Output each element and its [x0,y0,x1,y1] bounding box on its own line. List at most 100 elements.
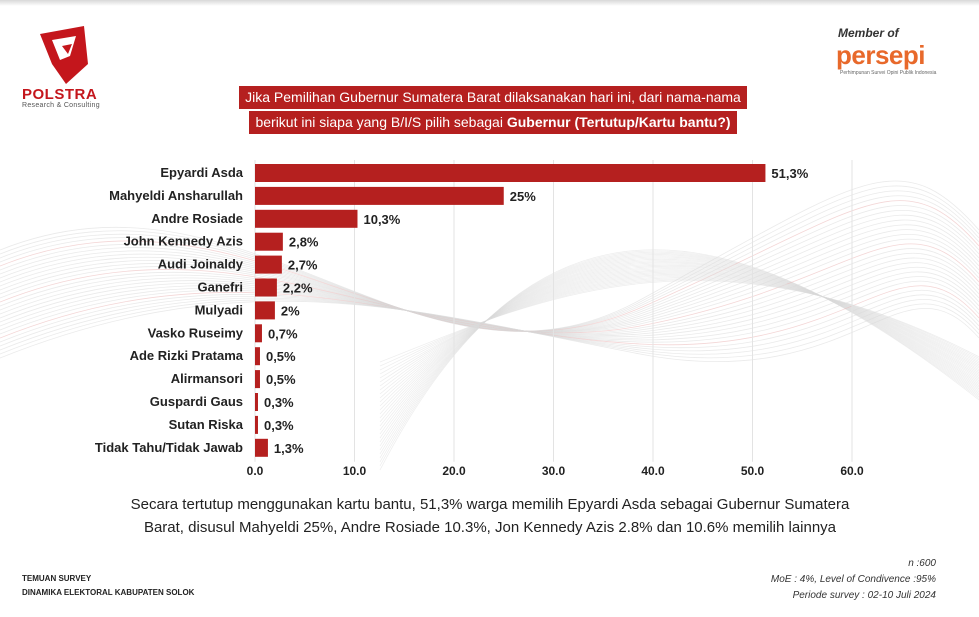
x-tick-label: 60.0 [840,464,864,478]
value-label: 0,3% [264,395,294,410]
category-label: Vasko Ruseimy [148,325,244,340]
background-wave-line [0,248,979,334]
category-label: Mahyeldi Ansharullah [109,188,243,203]
bar [255,278,277,297]
x-tick-label: 50.0 [741,464,765,478]
value-labels: 51,3% 25% 10,3% 2,8% 2,7% 2,2% 2% 0,7% 0,5% 0,5% 0… [264,166,809,456]
background-wave-line [0,205,979,332]
category-label: John Kennedy Azis [124,234,243,249]
value-label: 2,7% [288,258,318,273]
background-wave-line [0,209,979,332]
bar [255,438,268,457]
value-label: 2,2% [283,281,313,296]
background-waves [0,180,979,471]
background-wave-line [0,297,979,355]
background-wave-line [379,279,979,367]
value-label: 0,5% [266,349,296,364]
background-wave-line [0,257,979,336]
title-line-2-suffix: (Tertutup/Kartu bantu?) [570,114,731,130]
background-wave-line [0,238,979,333]
sample-size: n :600 [908,558,936,569]
background-wave-line [379,280,979,363]
background-wave-line [379,271,979,395]
background-wave-line [0,219,979,332]
background-wave-line [0,266,979,338]
top-edge-shadow [0,0,979,6]
title-line-2-text: berikut ini siapa yang B/I/S pilih sebag… [255,114,507,130]
category-label: Alirmansori [171,371,243,386]
value-label: 51,3% [771,166,808,181]
background-wave-line [0,271,979,339]
background-wave-line [0,285,979,346]
x-tick-label: 20.0 [442,464,466,478]
x-tick-label: 0.0 [247,464,264,478]
background-wave-line [379,267,979,411]
summary-line-2: Barat, disusul Mahyeldi 25%, Andre Rosia… [143,519,837,536]
background-wave-line [0,289,979,348]
footer-subtitle: DINAMIKA ELEKTORAL KABUPATEN SOLOK [22,588,195,597]
background-wave-line [379,255,979,451]
footer-methodology: n :600 MoE : 4%, Level of Condivence :95… [700,556,936,604]
background-wave-line [379,254,979,455]
background-wave-line [379,273,979,387]
bars [255,164,766,457]
category-label: Mulyadi [195,302,243,317]
summary-line-1: Secara tertutup menggunakan kartu bantu,… [130,496,850,513]
background-wave-line [0,229,979,333]
x-tick-label: 40.0 [641,464,665,478]
background-wave-line [0,299,979,359]
value-label: 0,5% [266,372,296,387]
value-label: 25% [510,189,536,204]
background-wave-line [0,253,979,335]
margin-of-error: MoE : 4%, Level of Condivence :95% [770,574,936,585]
background-wave-line [379,268,979,407]
polstra-logo [40,26,88,84]
value-label: 0,3% [264,418,294,433]
background-wave-line [379,252,979,459]
persepi-tagline: Perhimpunan Survei Opini Publik Indonesi… [840,70,937,76]
background-wave-line [379,250,979,467]
bar [255,209,358,228]
background-wave-line [0,280,979,343]
background-wave-line [379,278,979,371]
category-label: Audi Joinaldy [158,257,244,272]
x-tick-label: 30.0 [542,464,566,478]
bar [255,164,766,182]
bar [255,324,262,343]
gridlines [254,160,853,462]
title-line-2-bold: Gubernur [506,114,571,130]
bar [255,415,258,434]
x-tick-label: 10.0 [343,464,367,478]
footer-title: TEMUAN SURVEY [22,574,92,583]
background-wave-line [379,277,979,375]
background-wave-line [0,224,979,333]
category-label: Andre Rosiade [151,211,243,226]
background-wave-line [379,270,979,399]
value-label: 2% [281,303,300,318]
background-wave-line [0,214,979,332]
category-label: Sutan Riska [169,417,244,432]
value-label: 0,7% [268,326,298,341]
background-wave-line [0,300,979,363]
survey-period: Periode survey : 02-10 Juli 2024 [792,590,936,601]
background-wave-line [379,251,979,463]
background-wave-line [379,259,979,439]
bar [255,370,260,389]
bar [255,232,283,251]
background-wave-line [0,243,979,334]
background-wave-line [379,274,979,383]
bar [255,347,260,366]
category-label: Ganefri [197,280,243,295]
background-wave-line [0,276,979,341]
category-labels: Epyardi Asda Mahyeldi Ansharullah Andre Ro… [95,165,244,455]
bar [255,393,258,411]
bar [255,301,275,320]
background-wave-line [379,272,979,391]
category-label: Tidak Tahu/Tidak Jawab [95,440,243,455]
background-wave-line [0,234,979,333]
category-label: Ade Rizki Pratama [130,348,244,363]
persepi-logo: persepi [836,40,926,70]
value-label: 2,8% [289,235,319,250]
background-wave-line [0,262,979,337]
